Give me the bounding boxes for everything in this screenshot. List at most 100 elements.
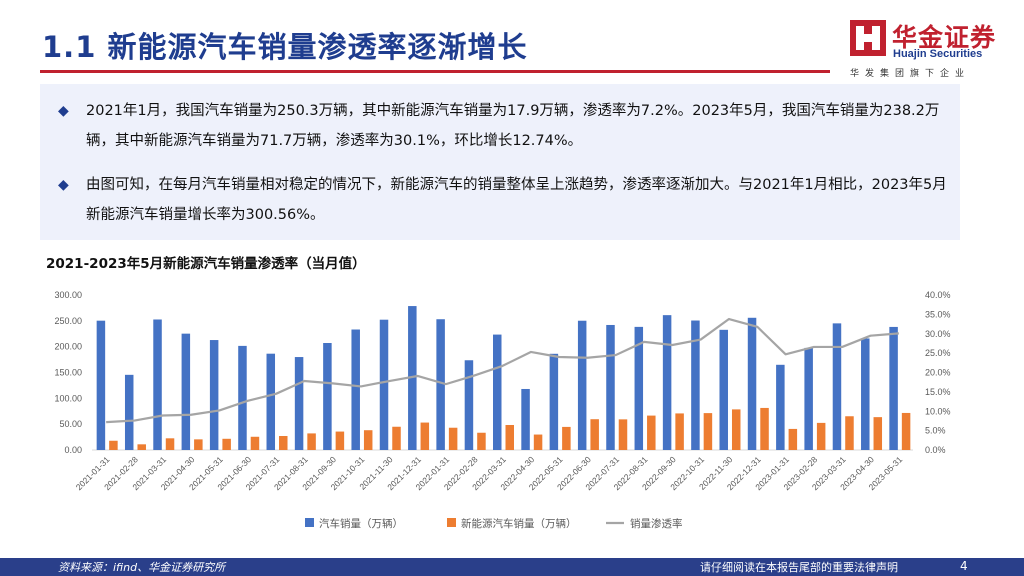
total-sales-bar [266, 353, 276, 450]
logo-subtitle: 华发集团旗下企业 [850, 69, 971, 79]
total-sales-bar [464, 360, 474, 450]
y-right-tick-label: 35.0% [925, 309, 951, 319]
combo-chart: 0.00 50.00 100.00 150.00 200.00 250.00 300.00 0… [54, 290, 951, 530]
nev-sales-bar [165, 438, 175, 450]
y-left-tick-label: 0.00 [64, 445, 82, 455]
summary-box: ◆ 2021年1月，我国汽车销量为250.3万辆，其中新能源汽车销量为17.9万… [40, 84, 960, 240]
nev-sales-bar [307, 433, 316, 450]
y-right-tick-label: 15.0% [925, 387, 951, 397]
total-sales-bar [606, 324, 615, 450]
summary-bullet-2: ◆ 由图可知，在每月汽车销量相对稳定的情况下，新能源汽车的销量整体呈上涨趋势，渗… [58, 170, 956, 230]
total-sales-bar [719, 329, 728, 450]
footer-source: 资料来源：ifind、华金证券研究所 [58, 561, 226, 574]
nev-sales-bar [448, 427, 458, 450]
y-left-tick-label: 200.00 [54, 342, 82, 352]
nev-sales-bar [760, 407, 769, 450]
y-right-tick-label: 25.0% [925, 348, 951, 358]
total-sales-bar [323, 343, 332, 450]
y-right-tick-label: 30.0% [925, 329, 951, 339]
y-right-tick-label: 0.0% [925, 445, 946, 455]
chart-line [106, 317, 899, 424]
total-sales-bar [776, 364, 785, 450]
total-sales-bar [436, 319, 445, 450]
nev-sales-bar [420, 422, 430, 450]
y-left-tick-label: 50.00 [59, 419, 82, 429]
total-sales-bar [181, 333, 191, 450]
y-right-tick-label: 20.0% [925, 368, 951, 378]
legend-label: 新能源汽车销量（万辆） [461, 517, 577, 530]
summary-bullet-1: ◆ 2021年1月，我国汽车销量为250.3万辆，其中新能源汽车销量为17.9万… [58, 96, 956, 156]
nev-sales-bar [363, 430, 373, 450]
page-title: 1.1 新能源汽车销量渗透率逐渐增长 [42, 30, 528, 64]
nev-sales-bar [194, 439, 203, 450]
nev-sales-bar [335, 431, 345, 450]
chart-title: 2021-2023年5月新能源汽车销量渗透率（当月值） [46, 256, 366, 272]
total-sales-bar [124, 374, 134, 450]
nev-sales-bar [675, 413, 684, 450]
y-right-tick-label: 5.0% [925, 426, 946, 436]
nev-sales-bar [816, 422, 826, 451]
total-sales-bar [153, 319, 162, 450]
total-sales-bar [889, 326, 898, 450]
total-sales-bar [832, 323, 842, 450]
logo-english-name: Huajin Securities [893, 48, 983, 60]
nev-sales-bar [250, 436, 260, 450]
nev-sales-bar [703, 413, 713, 450]
title-underline [40, 70, 830, 73]
nev-sales-bar [279, 436, 288, 450]
page-number: 4 [960, 559, 968, 573]
nev-sales-bar [505, 424, 514, 450]
total-sales-bar [691, 320, 700, 450]
summary-bullet-2-text: 由图可知，在每月汽车销量相对稳定的情况下，新能源汽车的销量整体呈上涨趋势，渗透率… [86, 177, 947, 223]
total-sales-bar [521, 388, 530, 450]
y-left-tick-label: 150.00 [54, 368, 82, 378]
logo-chinese-name: 华金证券 [892, 23, 997, 52]
nev-sales-bar [109, 440, 118, 450]
total-sales-bar [577, 320, 587, 450]
total-sales-bar [96, 320, 106, 450]
total-sales-bar [379, 319, 389, 450]
nev-sales-bar [533, 434, 543, 450]
nev-sales-bar [590, 419, 599, 450]
nev-sales-bar [392, 426, 401, 450]
footer-legal-notice: 请仔细阅读在本报告尾部的重要法律声明 [700, 561, 898, 574]
total-sales-bar [549, 353, 559, 450]
total-sales-bar [493, 334, 502, 450]
nev-sales-bar [477, 432, 486, 450]
nev-sales-bar [873, 417, 883, 450]
legend-label: 汽车销量（万辆） [319, 517, 403, 530]
y-right-tick-label: 10.0% [925, 406, 951, 416]
nev-sales-bar [901, 412, 911, 450]
chart-bars [96, 306, 911, 451]
total-sales-bar [209, 340, 219, 450]
legend-swatch [447, 518, 456, 527]
chart-legend: 汽车销量（万辆） 新能源汽车销量（万辆） 销量渗透率 [305, 517, 683, 530]
nev-sales-bar [845, 416, 854, 450]
total-sales-bar [238, 345, 247, 450]
total-sales-bar [294, 357, 304, 450]
y-left-tick-label: 100.00 [54, 393, 82, 403]
total-sales-bar [662, 315, 672, 450]
y-left-tick-label: 300.00 [54, 290, 82, 300]
y-right-tick-label: 40.0% [925, 290, 951, 300]
total-sales-bar [861, 338, 870, 450]
summary-bullet-1-text: 2021年1月，我国汽车销量为250.3万辆，其中新能源汽车销量为17.9万辆，… [86, 103, 940, 149]
diamond-bullet-icon: ◆ [58, 177, 69, 193]
nev-sales-bar [562, 426, 571, 450]
total-sales-bar [804, 347, 813, 450]
total-sales-bar [747, 317, 757, 450]
y-left-tick-label: 250.00 [54, 316, 82, 326]
total-sales-bar [351, 329, 360, 450]
nev-sales-bar [222, 438, 231, 450]
total-sales-bar [634, 326, 644, 450]
nev-sales-bar [137, 444, 146, 450]
huajin-logo-icon [850, 20, 886, 56]
nev-sales-bar [731, 409, 741, 450]
footer-bar: 资料来源：ifind、华金证券研究所 请仔细阅读在本报告尾部的重要法律声明 4 [0, 558, 1024, 576]
legend-label: 销量渗透率 [630, 517, 683, 530]
diamond-bullet-icon: ◆ [58, 103, 69, 119]
nev-sales-bar [788, 428, 798, 450]
nev-sales-bar [647, 415, 656, 450]
nev-sales-bar [618, 419, 628, 450]
legend-swatch [305, 518, 314, 527]
